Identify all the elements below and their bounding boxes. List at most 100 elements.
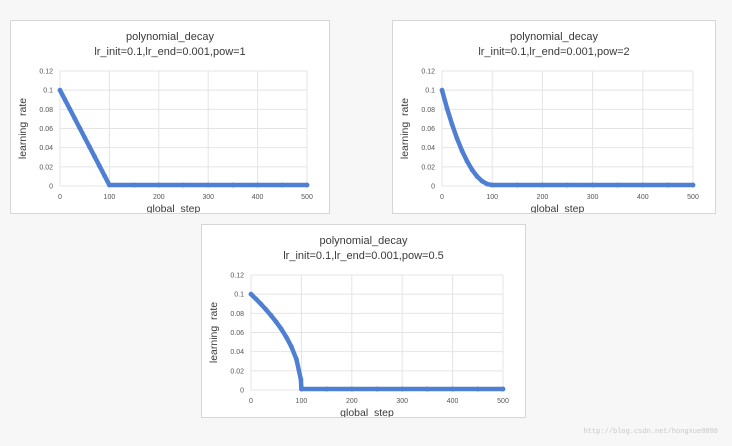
y-tick-label: 0 — [49, 184, 53, 191]
data-point — [278, 326, 284, 332]
data-point — [253, 296, 259, 302]
data-point — [263, 307, 269, 313]
data-point — [590, 182, 595, 188]
y-axis-label: learning rate — [399, 98, 411, 159]
data-point — [474, 174, 480, 179]
x-tick-label: 500 — [497, 398, 509, 405]
x-axis-label: global step — [147, 203, 201, 213]
chart-panel-pow-2: polynomial_decay lr_init=0.1,lr_end=0.001… — [392, 20, 716, 214]
data-point — [540, 182, 545, 188]
data-point — [92, 154, 97, 159]
y-tick-label: 0.06 — [39, 126, 53, 133]
data-point — [62, 97, 68, 103]
chart-subtitle: lr_init=0.1,lr_end=0.001,pow=0.5 — [283, 250, 444, 262]
y-tick-label: 0.06 — [421, 126, 435, 133]
y-tick-label: 0.08 — [39, 107, 53, 114]
data-point — [279, 182, 285, 188]
chart-subtitle: lr_init=0.1,lr_end=0.001,pow=2 — [478, 46, 629, 58]
x-tick-label: 0 — [249, 398, 253, 405]
watermark-text: http://blog.csdn.net/hongxue8888 — [583, 428, 718, 436]
series-line — [57, 87, 310, 188]
chart-panel-pow-0-5: polynomial_decay lr_init=0.1,lr_end=0.001… — [201, 224, 526, 418]
data-point — [77, 125, 83, 131]
data-point — [82, 135, 88, 141]
data-point — [450, 386, 455, 392]
x-tick-label: 100 — [486, 194, 498, 201]
data-point — [298, 377, 304, 382]
x-axis-label: global step — [531, 203, 585, 213]
x-tick-label: 400 — [447, 398, 459, 405]
x-tick-label: 500 — [687, 194, 699, 201]
data-point — [374, 386, 380, 392]
data-point — [449, 121, 455, 127]
data-point — [156, 182, 162, 188]
data-point — [299, 386, 304, 392]
data-point — [459, 148, 465, 154]
data-point — [565, 182, 570, 188]
data-point — [181, 182, 186, 188]
x-tick-label: 0 — [440, 194, 444, 201]
data-point — [255, 182, 260, 188]
x-tick-label: 100 — [104, 194, 116, 201]
data-point — [87, 144, 93, 150]
data-point — [514, 182, 520, 188]
data-point — [690, 182, 696, 188]
data-point — [464, 158, 470, 164]
y-tick-label: 0.12 — [230, 273, 244, 280]
x-tick-label: 200 — [346, 398, 358, 405]
data-point — [304, 182, 310, 188]
chart-title: polynomial_decay — [126, 31, 215, 43]
data-point — [283, 334, 289, 340]
data-point — [273, 319, 279, 325]
y-tick-label: 0.1 — [43, 88, 53, 95]
data-point — [57, 87, 63, 93]
x-tick-label: 300 — [587, 194, 599, 201]
data-point — [665, 182, 671, 188]
chart-svg: polynomial_decay lr_init=0.1,lr_end=0.001… — [399, 31, 699, 213]
data-point — [444, 105, 450, 111]
x-tick-label: 300 — [202, 194, 214, 201]
x-tick-label: 400 — [637, 194, 649, 201]
data-point — [475, 386, 481, 392]
data-point — [293, 356, 299, 362]
data-point — [72, 116, 78, 122]
x-tick-label: 200 — [153, 194, 165, 201]
data-point — [131, 182, 137, 188]
data-point — [484, 181, 490, 187]
chart-svg: polynomial_decay lr_init=0.1,lr_end=0.001… — [17, 31, 313, 213]
data-point — [399, 386, 405, 392]
data-point — [479, 178, 485, 184]
data-point — [615, 182, 621, 188]
y-axis-label: learning rate — [208, 302, 220, 363]
y-tick-label: 0.1 — [234, 292, 244, 299]
y-tick-label: 0.1 — [425, 88, 435, 95]
x-tick-label: 0 — [58, 194, 62, 201]
chart-panel-pow-1: polynomial_decay lr_init=0.1,lr_end=0.001… — [10, 20, 330, 214]
data-point — [205, 182, 211, 188]
data-point — [248, 291, 254, 297]
y-tick-label: 0.06 — [230, 330, 244, 337]
chart-svg: polynomial_decay lr_init=0.1,lr_end=0.001… — [208, 235, 509, 417]
data-point — [107, 182, 112, 188]
y-tick-label: 0.08 — [230, 311, 244, 318]
data-point — [230, 182, 236, 188]
x-tick-label: 200 — [537, 194, 549, 201]
x-axis-label: global step — [340, 407, 394, 417]
data-point — [640, 182, 646, 188]
data-point — [258, 301, 264, 307]
y-tick-label: 0.04 — [39, 145, 53, 152]
x-tick-label: 100 — [296, 398, 308, 405]
y-tick-label: 0.04 — [421, 145, 435, 152]
chart-subtitle: lr_init=0.1,lr_end=0.001,pow=1 — [94, 46, 245, 58]
chart-title: polynomial_decay — [510, 31, 599, 43]
y-tick-label: 0.02 — [230, 368, 244, 375]
y-tick-label: 0.08 — [421, 107, 435, 114]
x-tick-label: 500 — [301, 194, 313, 201]
y-axis-label: learning rate — [17, 98, 29, 159]
series-line — [439, 87, 696, 188]
y-tick-label: 0 — [240, 388, 244, 395]
data-point — [425, 386, 430, 392]
data-point — [469, 167, 475, 173]
data-point — [489, 182, 495, 188]
y-tick-label: 0.02 — [421, 164, 435, 171]
